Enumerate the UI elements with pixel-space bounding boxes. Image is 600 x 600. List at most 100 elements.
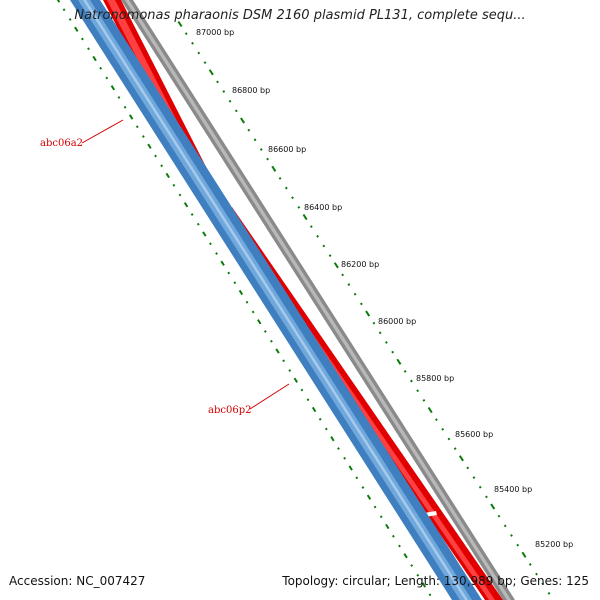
gc-tick [197, 51, 201, 55]
gc-tick [165, 172, 170, 179]
gc-tick [547, 591, 551, 595]
gc-tick [240, 117, 246, 124]
gc-tick [365, 310, 371, 317]
gene-label-text: abc06p2 [208, 405, 251, 416]
gc-tick [209, 242, 212, 246]
gc-tick [396, 358, 402, 365]
gc-inner-ticks [56, 0, 432, 597]
gc-tick [343, 456, 346, 460]
gc-tick [117, 96, 121, 99]
gc-tick [528, 563, 532, 566]
gc-tick [191, 41, 194, 45]
gc-tick [270, 339, 273, 343]
gc-tick [297, 205, 301, 209]
gc-tick [220, 260, 225, 266]
gc-tick [337, 447, 340, 450]
gc-tick [183, 202, 189, 208]
gc-tick [190, 213, 194, 216]
gc-tick [238, 289, 244, 296]
gc-tick [447, 437, 451, 441]
gc-tick [154, 154, 157, 158]
gc-tick [123, 105, 127, 109]
gc-tick [435, 418, 438, 422]
gc-tick [466, 466, 470, 470]
gc-tick [253, 138, 257, 142]
gene-label-abc06a2[interactable]: abc06a2 [40, 119, 124, 149]
gc-tick [177, 20, 183, 28]
gc-tick [56, 0, 61, 3]
gc-tick [341, 273, 344, 277]
gc-tick [398, 544, 401, 548]
gc-tick [202, 231, 207, 237]
gc-tick [135, 125, 139, 129]
gc-tick [366, 494, 372, 500]
gene-label-abc06p2[interactable]: abc06p2 [208, 383, 290, 416]
gc-tick [379, 515, 383, 519]
gc-tick [472, 476, 476, 479]
gc-tick [302, 213, 308, 221]
gc-tick [227, 271, 231, 275]
gc-tick [427, 406, 433, 414]
tick-label: 86400 bp [304, 203, 342, 212]
sequence-summary: Topology: circular; Length: 130,989 bp; … [282, 574, 589, 588]
tick-label: 87000 bp [196, 28, 234, 37]
gc-tick [222, 90, 226, 93]
gc-tick [306, 398, 310, 402]
gc-tick [410, 564, 414, 567]
gc-tick [291, 196, 294, 200]
gc-tick [147, 143, 152, 149]
gc-tick [497, 514, 501, 518]
gc-tick [359, 302, 363, 306]
gc-tick [105, 76, 109, 80]
gc-tick [99, 66, 103, 70]
gc-tick [333, 262, 339, 269]
gc-tick [378, 331, 382, 335]
gc-tick [324, 427, 328, 431]
gc-tick [257, 319, 262, 325]
minus-strand-track [70, 0, 482, 600]
gc-tick [160, 164, 164, 168]
gc-tick [288, 369, 292, 372]
gc-tick [251, 310, 255, 314]
coordinate-ticks: 87000 bp 86800 bp 86600 bp 86400 bp 8620… [196, 28, 573, 549]
gc-tick [416, 573, 420, 577]
gc-tick [485, 495, 488, 499]
gc-tick [247, 128, 251, 132]
gc-tick [422, 398, 426, 402]
gc-tick [62, 8, 66, 12]
gc-tick [516, 543, 520, 547]
gc-tick [245, 300, 249, 304]
gc-tick [129, 114, 134, 120]
gc-tick [318, 417, 322, 421]
tick-label: 86600 bp [268, 145, 306, 154]
gc-tick [110, 85, 116, 91]
gc-tick [372, 321, 376, 325]
gc-tick [392, 534, 395, 538]
gc-tick [233, 281, 237, 285]
backbone-track [121, 0, 515, 600]
gc-tick [282, 359, 286, 363]
gc-tick [266, 157, 269, 161]
gc-tick [478, 485, 482, 489]
tick-label: 85600 bp [455, 430, 493, 439]
gc-tick [361, 486, 365, 489]
gc-tick [316, 234, 319, 238]
gc-tick [92, 55, 97, 62]
gc-tick [403, 553, 408, 559]
gc-tick [490, 503, 496, 510]
gc-tick [68, 18, 72, 21]
gc-tick [353, 292, 357, 296]
gc-tick [330, 436, 335, 442]
gc-tick [428, 593, 432, 597]
gc-tick [234, 109, 238, 113]
tick-label: 86800 bp [232, 86, 270, 95]
accession-label: Accession: NC_007427 [9, 574, 146, 588]
gc-tick [416, 389, 420, 393]
gc-tick [228, 99, 232, 103]
gc-tick [355, 476, 359, 480]
gc-tick [293, 377, 298, 383]
gc-tick [271, 165, 277, 172]
gc-outer-ticks [177, 20, 551, 595]
tick-label: 86000 bp [378, 317, 416, 326]
